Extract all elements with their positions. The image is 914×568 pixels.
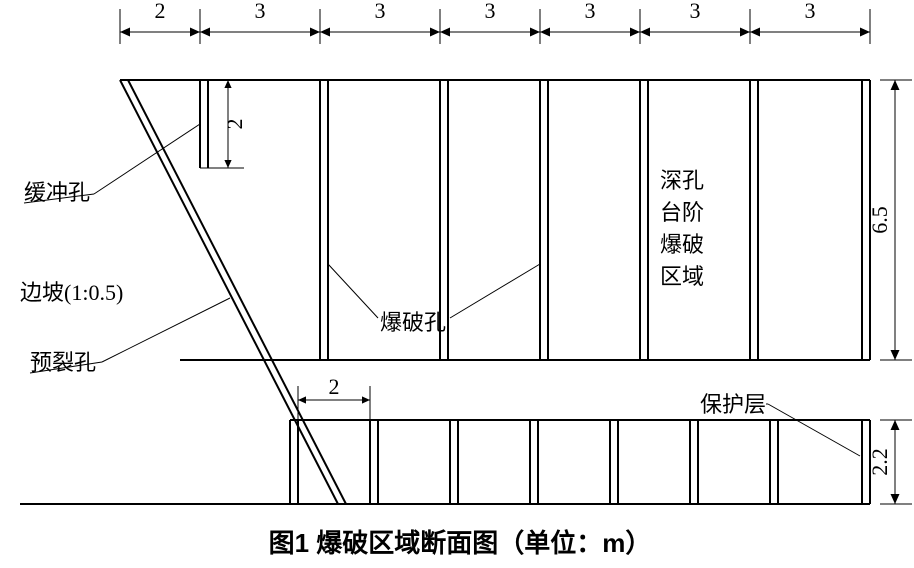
lower-dim: 2: [329, 374, 340, 399]
label-deep-area-2: 爆破: [660, 232, 704, 257]
upper-block: [120, 80, 870, 504]
buffer-dimension: 2: [208, 80, 247, 168]
label-deep-area-0: 深孔: [660, 168, 704, 193]
top-dimensions: 2 3 3 3 3 3 3: [120, 0, 870, 44]
label-deep-area-1: 台阶: [660, 200, 704, 225]
top-dim-3: 3: [485, 0, 496, 23]
svg-text:2: 2: [222, 119, 247, 130]
top-dim-0: 2: [155, 0, 166, 23]
top-dim-1: 3: [255, 0, 266, 23]
label-blast-hole: 爆破孔: [380, 310, 446, 335]
label-deep-area-3: 区域: [660, 264, 704, 289]
top-dim-4: 3: [585, 0, 596, 23]
top-dim-5: 3: [690, 0, 701, 23]
label-protect-layer: 保护层: [700, 392, 766, 417]
right-dimensions: 6.52.2: [867, 80, 912, 504]
figure-caption: 图1 爆破区域断面图（单位：m）: [269, 528, 652, 558]
section-diagram: 23333336.52.222缓冲孔边坡(1:0.5)预裂孔爆破孔深孔台阶爆破区…: [0, 0, 914, 568]
top-dim-2: 3: [375, 0, 386, 23]
top-dim-6: 3: [805, 0, 816, 23]
label-slope: 边坡(1:0.5): [20, 280, 123, 305]
